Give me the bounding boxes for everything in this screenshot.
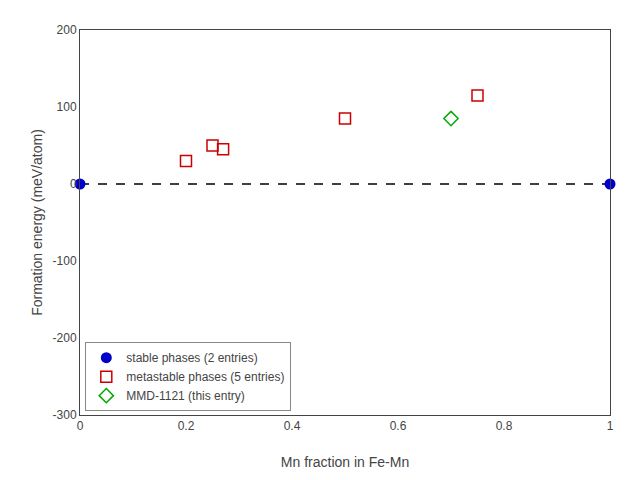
svg-text:MMD-1121 (this entry): MMD-1121 (this entry) [126,389,244,403]
svg-text:-100: -100 [53,254,77,268]
svg-text:0: 0 [77,419,84,433]
svg-text:200: 200 [57,23,77,37]
svg-text:Formation energy (meV/atom): Formation energy (meV/atom) [29,129,45,316]
svg-text:stable phases (2 entries): stable phases (2 entries) [126,351,257,365]
svg-text:-300: -300 [53,408,77,422]
svg-text:-200: -200 [53,331,77,345]
svg-text:0: 0 [70,177,77,191]
svg-text:1: 1 [607,419,614,433]
svg-text:Mn fraction in Fe-Mn: Mn fraction in Fe-Mn [281,454,409,470]
svg-text:0.6: 0.6 [390,419,407,433]
svg-text:metastable phases (5 entries): metastable phases (5 entries) [126,370,284,384]
svg-text:0.4: 0.4 [284,419,301,433]
svg-text:0.8: 0.8 [496,419,513,433]
svg-text:0.2: 0.2 [178,419,195,433]
svg-text:100: 100 [57,100,77,114]
